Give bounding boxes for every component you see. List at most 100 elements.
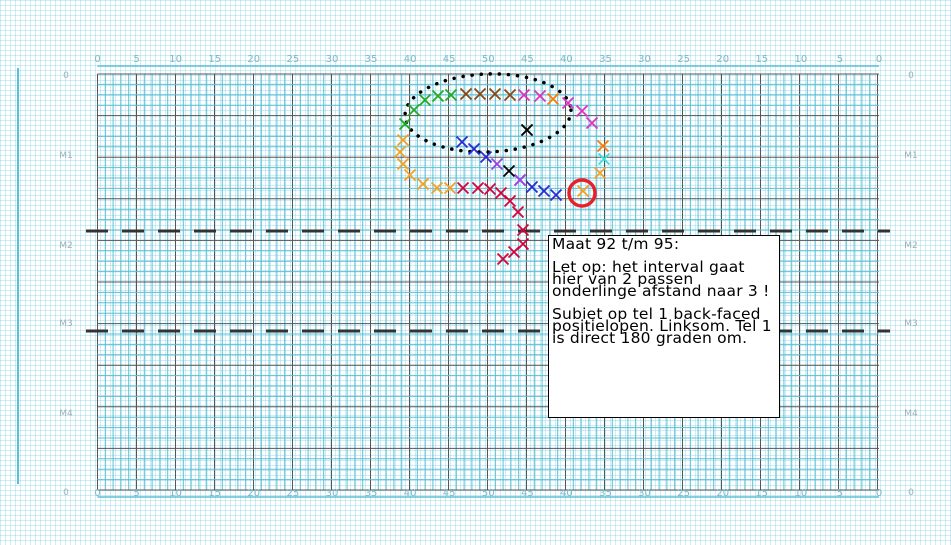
bottom-yard-number: 0 <box>876 488 882 499</box>
grid-labels: 0 5 10 15 20 25 30 35 40 45 50 45 40 35 30 25 20 15 10 5 00 5… <box>59 54 918 499</box>
position-marker-x <box>502 164 516 178</box>
left-section-marker: 0 <box>63 71 69 81</box>
top-yard-number: 25 <box>287 54 300 65</box>
dotted-ellipse-path <box>403 72 573 154</box>
position-marker-x <box>398 117 412 131</box>
top-yard-number: 35 <box>599 54 612 65</box>
position-markers <box>393 87 611 266</box>
top-yard-number: 10 <box>169 54 182 65</box>
bottom-yard-number: 50 <box>482 488 495 499</box>
top-yard-number: 20 <box>716 54 729 65</box>
right-section-marker: M3 <box>904 319 918 329</box>
bottom-yard-number: 35 <box>599 488 612 499</box>
top-yard-number: 40 <box>404 54 417 65</box>
bottom-yard-number: 15 <box>755 488 768 499</box>
position-marker-x <box>483 182 497 196</box>
bottom-yard-number: 25 <box>677 488 690 499</box>
top-yard-number: 50 <box>482 54 495 65</box>
position-marker-x <box>576 184 590 198</box>
position-marker-x <box>507 245 521 259</box>
bottom-yard-number: 25 <box>287 488 300 499</box>
bottom-yard-number: 45 <box>443 488 456 499</box>
top-yard-number: 15 <box>755 54 768 65</box>
position-marker-x <box>525 180 539 194</box>
top-yard-number: 45 <box>443 54 456 65</box>
position-marker-x <box>430 181 444 195</box>
position-marker-x <box>503 194 517 208</box>
position-marker-x <box>496 252 510 266</box>
top-yard-number: 5 <box>837 54 843 65</box>
position-marker-x <box>418 93 432 107</box>
bottom-yard-number: 20 <box>716 488 729 499</box>
position-marker-x <box>473 87 487 101</box>
position-marker-x <box>431 89 445 103</box>
position-marker-x <box>393 145 407 159</box>
bottom-yard-number: 35 <box>365 488 378 499</box>
right-section-marker: M4 <box>904 409 918 419</box>
top-yard-number: 35 <box>365 54 378 65</box>
bottom-yard-number: 40 <box>560 488 573 499</box>
bottom-yard-number: 30 <box>638 488 651 499</box>
left-section-marker: M1 <box>59 151 73 161</box>
top-yard-number: 0 <box>876 54 882 65</box>
bottom-yard-number: 45 <box>521 488 534 499</box>
position-marker-x <box>597 152 611 166</box>
right-section-marker: M1 <box>904 151 918 161</box>
top-yard-number: 25 <box>677 54 690 65</box>
position-marker-x <box>533 89 547 103</box>
top-yard-number: 0 <box>94 54 100 65</box>
left-section-marker: M2 <box>59 241 73 251</box>
bottom-yard-number: 5 <box>837 488 843 499</box>
position-marker-x <box>546 92 560 106</box>
position-marker-x <box>471 181 485 195</box>
note-title: Maat 92 t/m 95: <box>552 235 680 253</box>
right-section-marker: 0 <box>908 71 914 81</box>
bottom-yard-number: 10 <box>169 488 182 499</box>
position-marker-x <box>396 133 410 147</box>
position-marker-x <box>561 96 575 110</box>
position-marker-x <box>593 166 607 180</box>
position-marker-x <box>488 87 502 101</box>
position-marker-x <box>467 142 481 156</box>
bottom-yard-number: 0 <box>94 488 100 499</box>
position-marker-x <box>511 205 525 219</box>
left-section-marker: M4 <box>59 409 73 419</box>
position-marker-x <box>520 123 534 137</box>
bottom-yard-number: 15 <box>208 488 221 499</box>
note-paragraph-instructions: Subiet op tel 1 back-faced positielopen.… <box>552 305 772 347</box>
bottom-yard-number: 20 <box>247 488 260 499</box>
top-yard-number: 5 <box>133 54 139 65</box>
top-yard-number: 15 <box>208 54 221 65</box>
position-marker-x <box>455 135 469 149</box>
position-marker-x <box>513 173 527 187</box>
right-section-marker: M2 <box>904 241 918 251</box>
top-yard-number: 30 <box>638 54 651 65</box>
top-yard-number: 40 <box>560 54 573 65</box>
bottom-yard-number: 10 <box>794 488 807 499</box>
position-marker-x <box>403 168 417 182</box>
position-marker-x <box>517 88 531 102</box>
position-marker-x <box>396 157 410 171</box>
field-grid <box>17 65 879 498</box>
position-marker-x <box>407 103 421 117</box>
right-section-marker: 0 <box>908 488 914 498</box>
position-marker-x <box>575 104 589 118</box>
position-marker-x <box>537 184 551 198</box>
left-section-marker: M3 <box>59 319 73 329</box>
bottom-yard-number: 5 <box>133 488 139 499</box>
top-yard-number: 30 <box>326 54 339 65</box>
note-paragraph-interval: Let op: het interval gaat hier van 2 pas… <box>552 258 770 300</box>
top-yard-number: 10 <box>794 54 807 65</box>
position-marker-x <box>459 87 473 101</box>
position-marker-x <box>503 88 517 102</box>
position-marker-x <box>479 150 493 164</box>
bottom-yard-number: 40 <box>404 488 417 499</box>
position-marker-x <box>416 177 430 191</box>
top-yard-number: 20 <box>247 54 260 65</box>
position-marker-x <box>516 223 530 237</box>
position-marker-x <box>596 139 610 153</box>
position-marker-x <box>443 181 457 195</box>
position-marker-x <box>585 116 599 130</box>
bottom-yard-number: 30 <box>326 488 339 499</box>
